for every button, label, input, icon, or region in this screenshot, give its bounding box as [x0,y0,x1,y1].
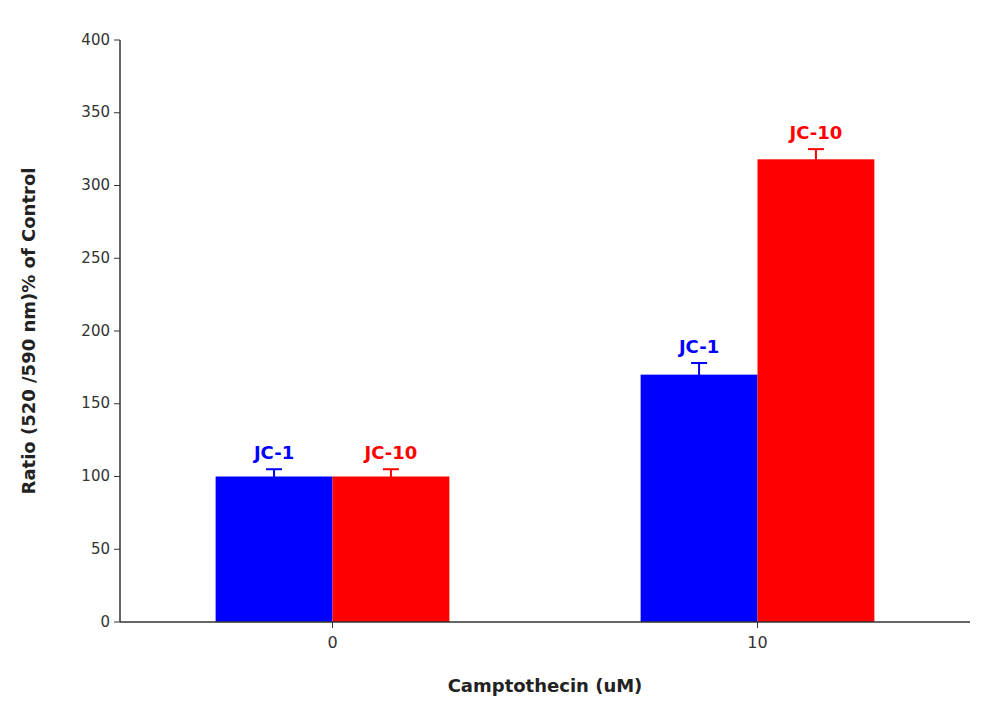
bar-annotation: JC-1 [252,442,294,463]
bar [333,477,450,623]
y-tick-label: 300 [81,176,110,194]
x-axis: 0 10 [120,622,970,652]
y-tick-label: 250 [81,249,110,267]
x-axis-label: Camptothecin (uM) [448,675,643,696]
y-tick-label: 100 [81,467,110,485]
x-axis-line [120,621,970,623]
bar [758,159,875,622]
y-tick [114,40,120,41]
y-tick [114,331,120,332]
y-tick [114,549,120,550]
bar-annotations: JC-1 JC-1 JC-10 JC-10 [252,122,842,463]
y-tick-label: 350 [81,103,110,121]
y-axis-label: Ratio (520 /590 nm)% of Control [18,168,39,495]
y-tick [114,258,120,259]
bars [216,149,875,622]
y-tick [114,622,120,623]
y-tick-label: 200 [81,322,110,340]
y-tick [114,112,120,113]
x-tick [757,622,758,628]
y-tick-label: 150 [81,394,110,412]
y-axis: 0 50 100 150 200 250 300 350 400 [81,31,120,631]
x-tick-label: 10 [747,633,767,652]
y-tick-label: 400 [81,31,110,49]
y-tick-label: 0 [100,613,110,631]
y-tick-label: 50 [91,540,110,558]
bar-annotation: JC-10 [788,122,843,143]
x-tick [332,622,333,628]
chart-container: 050100150200250300350400JC-1JC-1JC-10JC-… [0,0,1000,717]
y-tick [114,476,120,477]
y-tick [114,403,120,404]
error-bar [266,469,282,484]
bar-annotation: JC-10 [363,442,418,463]
error-bar [691,363,707,386]
chart: 050100150200250300350400JC-1JC-1JC-10JC-… [0,0,1000,717]
x-tick-label: 0 [327,633,337,652]
error-bar [383,469,399,484]
y-axis-line [119,40,121,622]
error-bar [808,149,824,169]
bar-annotation: JC-1 [677,336,719,357]
bar [641,375,758,622]
bar [216,477,333,623]
y-tick [114,185,120,186]
